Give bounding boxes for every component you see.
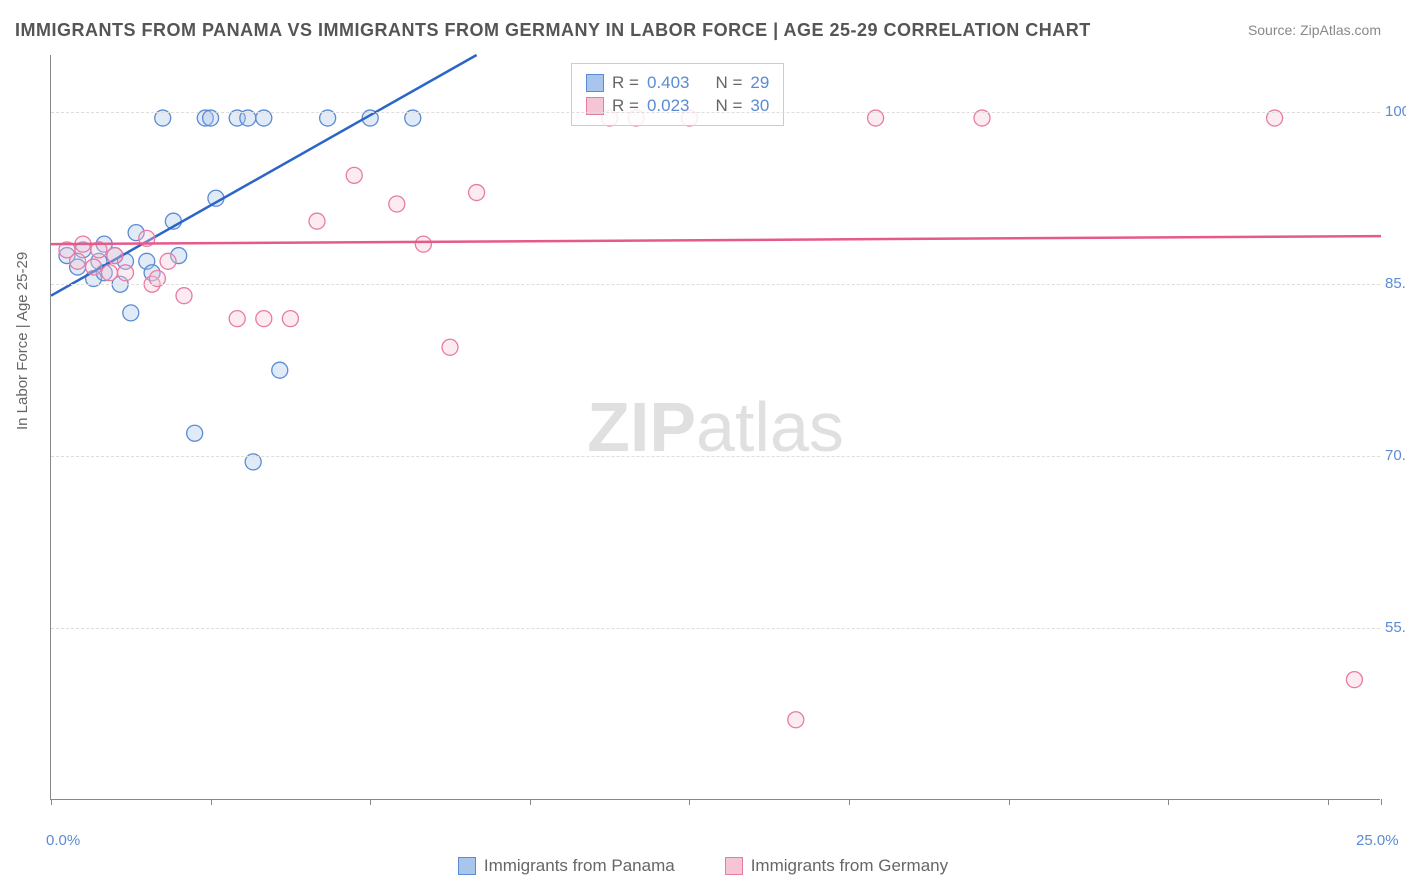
series-legend: Immigrants from Panama Immigrants from G…: [0, 856, 1406, 876]
data-point: [442, 339, 458, 355]
xtick: [1009, 799, 1010, 805]
data-point: [176, 288, 192, 304]
r-value-panama: 0.403: [647, 73, 690, 93]
data-point: [389, 196, 405, 212]
data-point: [187, 425, 203, 441]
y-axis-label: In Labor Force | Age 25-29: [14, 252, 31, 430]
legend-item-panama: Immigrants from Panama: [458, 856, 675, 876]
xtick: [530, 799, 531, 805]
xtick-label: 0.0%: [46, 832, 80, 849]
data-point: [229, 311, 245, 327]
data-point: [86, 259, 102, 275]
chart-container: IMMIGRANTS FROM PANAMA VS IMMIGRANTS FRO…: [0, 0, 1406, 892]
data-point: [346, 167, 362, 183]
xtick: [1168, 799, 1169, 805]
ytick-label: 55.0%: [1385, 619, 1406, 636]
data-point: [1346, 672, 1362, 688]
chart-svg: [51, 55, 1380, 799]
data-point: [256, 311, 272, 327]
xtick-label: 25.0%: [1356, 832, 1399, 849]
ytick-label: 85.0%: [1385, 275, 1406, 292]
data-point: [117, 265, 133, 281]
n-value-panama: 29: [750, 73, 769, 93]
xtick: [1381, 799, 1382, 805]
xtick: [1328, 799, 1329, 805]
swatch-germany-bottom: [725, 857, 743, 875]
data-point: [272, 362, 288, 378]
data-point: [160, 253, 176, 269]
gridline-h: [51, 628, 1380, 629]
gridline-h: [51, 112, 1380, 113]
data-point: [788, 712, 804, 728]
xtick: [211, 799, 212, 805]
data-point: [309, 213, 325, 229]
swatch-panama: [586, 74, 604, 92]
data-point: [102, 265, 118, 281]
legend-row-panama: R = 0.403 N = 29: [586, 73, 769, 93]
xtick: [689, 799, 690, 805]
data-point: [469, 185, 485, 201]
ytick-label: 100.0%: [1385, 103, 1406, 120]
xtick: [849, 799, 850, 805]
data-point: [282, 311, 298, 327]
legend-label-germany: Immigrants from Germany: [751, 856, 948, 876]
data-point: [107, 248, 123, 264]
plot-area: ZIPatlas R = 0.403 N = 29 R = 0.023 N = …: [50, 55, 1380, 800]
xtick: [51, 799, 52, 805]
data-point: [123, 305, 139, 321]
data-point: [415, 236, 431, 252]
ytick-label: 70.0%: [1385, 447, 1406, 464]
gridline-h: [51, 456, 1380, 457]
source-label: Source: ZipAtlas.com: [1248, 22, 1381, 38]
chart-title: IMMIGRANTS FROM PANAMA VS IMMIGRANTS FRO…: [15, 20, 1091, 41]
legend-item-germany: Immigrants from Germany: [725, 856, 948, 876]
legend-label-panama: Immigrants from Panama: [484, 856, 675, 876]
n-label: N =: [715, 73, 742, 93]
data-point: [70, 253, 86, 269]
regression-line: [51, 236, 1381, 244]
correlation-legend: R = 0.403 N = 29 R = 0.023 N = 30: [571, 63, 784, 126]
swatch-panama-bottom: [458, 857, 476, 875]
xtick: [370, 799, 371, 805]
gridline-h: [51, 284, 1380, 285]
r-label: R =: [612, 73, 639, 93]
